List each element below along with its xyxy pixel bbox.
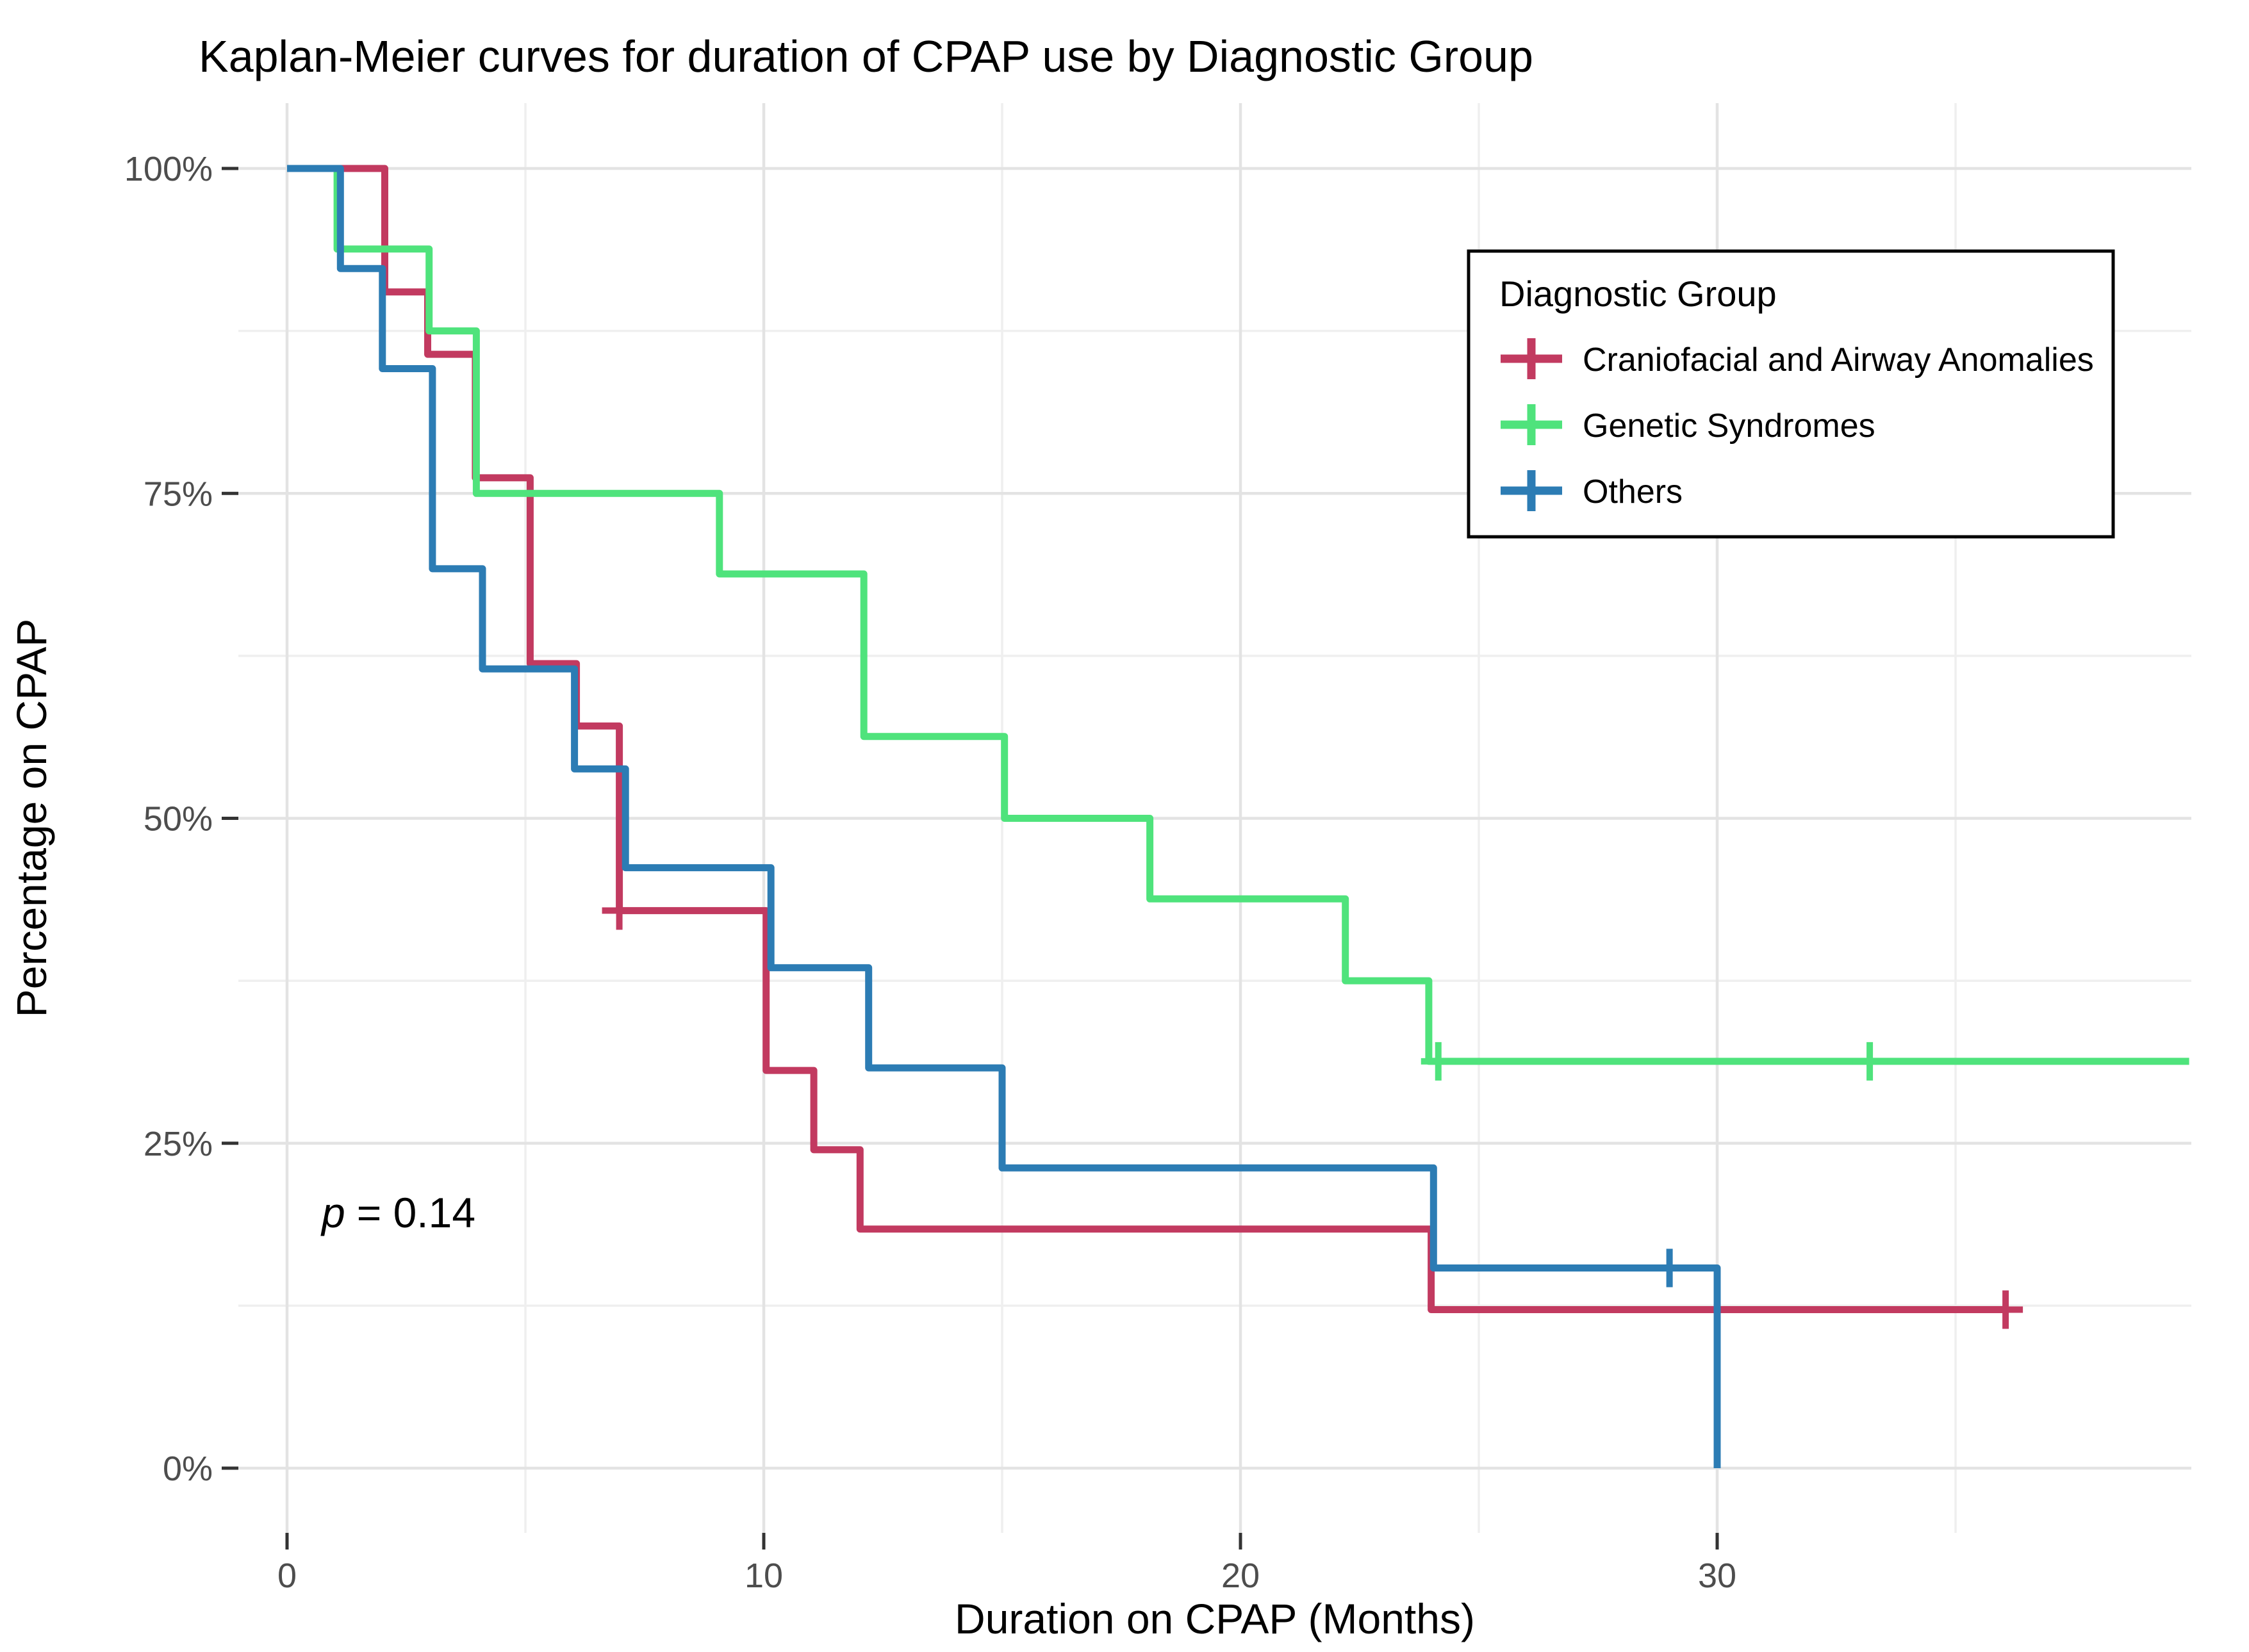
axis-tick-labels: 0 10 20 30 100% 75% 50% 25% 0% [124,150,1736,1595]
censor-marks [602,891,2023,1329]
x-tick-label: 20 [1221,1557,1260,1595]
legend-item: Genetic Syndromes [1501,404,1875,445]
p-value-annotation: p = 0.14 [320,1189,475,1236]
y-axis-title: Percentage on CPAP [8,619,55,1018]
x-tick-label: 30 [1698,1557,1736,1595]
x-tick-label: 10 [745,1557,783,1595]
y-tick-label: 75% [144,475,213,513]
y-tick-label: 25% [144,1125,213,1163]
legend-item-label: Genetic Syndromes [1583,407,1875,445]
km-curves [287,165,2189,1468]
legend-item-label: Craniofacial and Airway Anomalies [1583,341,2094,379]
axis-ticks [222,167,1719,1550]
legend-item: Others [1501,470,1683,511]
y-tick-label: 100% [124,150,213,188]
x-axis-title: Duration on CPAP (Months) [955,1595,1475,1642]
legend-item-label: Others [1583,473,1683,511]
legend-title: Diagnostic Group [1499,274,1777,314]
legend-item: Craniofacial and Airway Anomalies [1501,338,2094,379]
chart-title: Kaplan-Meier curves for duration of CPAP… [199,31,1533,81]
legend-items: Craniofacial and Airway Anomalies Genetic… [1501,338,2094,511]
legend: Diagnostic Group Craniofacial and Airway… [1467,249,2115,539]
km-curve-2 [287,165,1721,1468]
legend-box [1467,249,2115,539]
p-symbol: p [320,1189,345,1236]
y-tick-label: 0% [163,1450,213,1488]
y-tick-label: 50% [144,800,213,838]
x-tick-label: 0 [277,1557,297,1595]
p-value-text: = 0.14 [357,1189,475,1236]
km-curve-1 [287,165,2189,1065]
